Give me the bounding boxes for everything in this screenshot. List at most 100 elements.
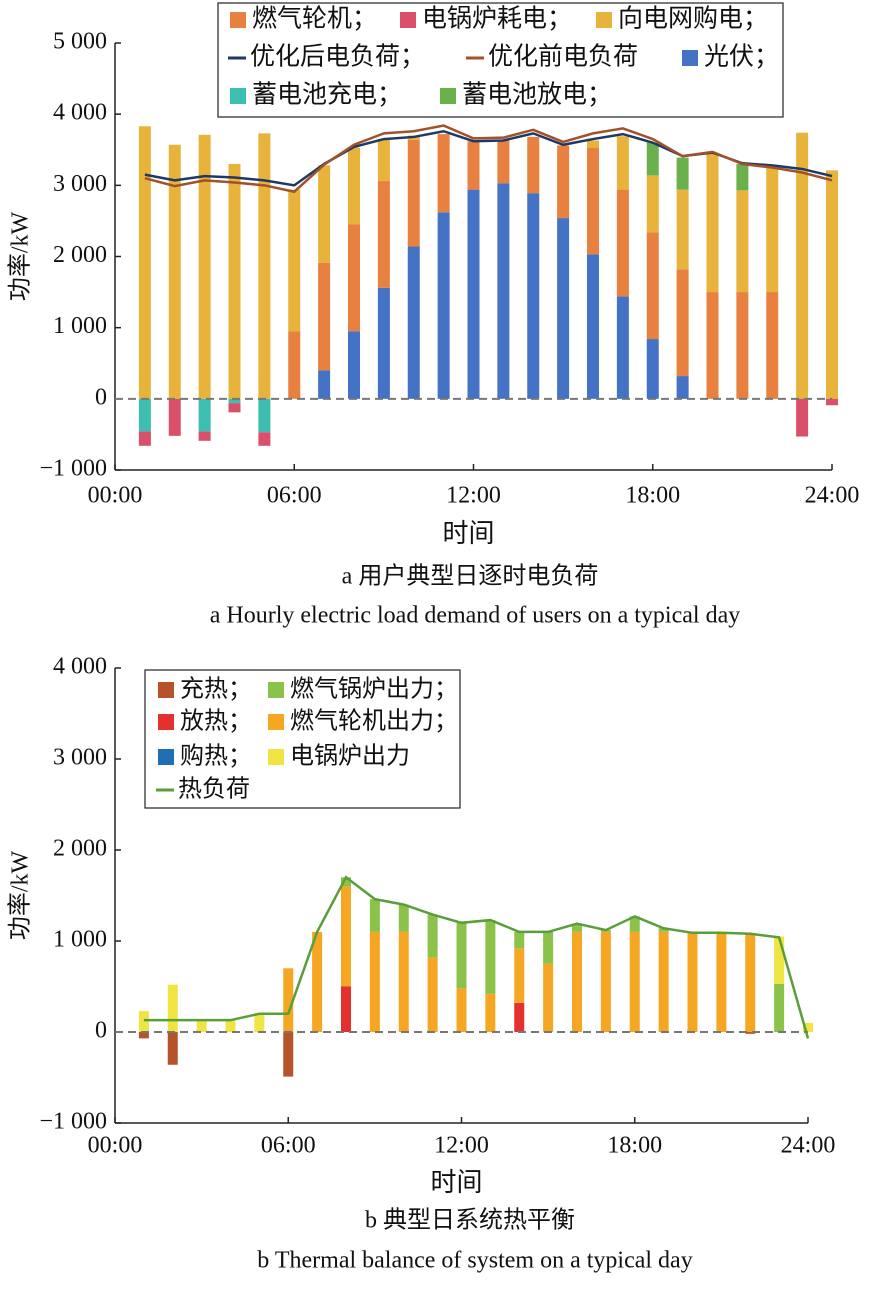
legend-label: 蓄电池充电； <box>252 81 402 109</box>
bar-segment <box>485 920 496 994</box>
bar-segment <box>557 218 570 399</box>
bar-segment <box>616 189 629 297</box>
bar-segment <box>437 134 450 213</box>
bar-segment <box>572 931 582 1032</box>
bar-segment <box>312 931 323 1032</box>
legend-label: 热负荷 <box>178 776 250 803</box>
y-tick-label: 4 000 <box>53 100 107 126</box>
bar-segment <box>803 1022 813 1032</box>
y-tick-label: 3 000 <box>53 171 107 197</box>
bar-segment <box>398 904 409 932</box>
bar-segment <box>456 988 467 1032</box>
bar-segment <box>288 331 301 399</box>
bar-segment <box>377 287 390 399</box>
x-tick-label: 12:00 <box>434 1133 489 1159</box>
bar-segment <box>427 957 438 1032</box>
bar-segment <box>766 166 779 293</box>
bar-segment <box>138 1011 149 1032</box>
legend-label: 光伏； <box>704 43 779 71</box>
bar-segment <box>676 157 689 190</box>
bar-segment <box>600 931 611 1032</box>
bar-segment <box>706 152 719 293</box>
bar-segment <box>587 254 599 399</box>
bar-segment <box>341 886 351 987</box>
legend-swatch <box>440 88 456 104</box>
bar-segment <box>258 133 271 399</box>
y-axis-title: 功率/kW <box>7 850 34 940</box>
bar-segment <box>407 139 420 247</box>
bar-segment <box>341 986 351 1032</box>
bar-segment <box>629 931 640 1032</box>
y-tick-label: −1 000 <box>39 1109 107 1135</box>
legend-swatch <box>268 682 284 698</box>
bar-segment <box>543 963 554 1032</box>
bar-segment <box>369 931 380 1032</box>
y-tick-label: 2 000 <box>53 242 107 268</box>
x-tick-label: 00:00 <box>88 483 143 509</box>
bar-segment <box>283 1032 294 1077</box>
legend-label: 放热； <box>180 708 252 735</box>
bar-segment <box>736 190 749 293</box>
bar-segment <box>467 141 480 190</box>
bar-segment <box>167 984 178 1032</box>
bar-segment <box>646 175 659 233</box>
bar-segment <box>676 376 689 399</box>
line-series <box>144 124 833 194</box>
x-tick-label: 06:00 <box>261 1133 316 1159</box>
bar-segment <box>736 292 749 399</box>
bar-segment <box>167 1032 178 1065</box>
bar-segment <box>716 932 727 1032</box>
x-tick-label: 00:00 <box>88 1133 143 1159</box>
legend-label: 购热； <box>180 743 252 770</box>
legend-label: 优化后电负荷； <box>250 43 425 71</box>
bar-segment <box>676 269 689 377</box>
legend-label: 充热； <box>180 676 252 703</box>
x-tick-label: 24:00 <box>781 1133 836 1159</box>
y-tick-label: 0 <box>95 384 107 410</box>
bar-segment <box>318 262 331 371</box>
bar-segment <box>398 931 409 1032</box>
bar-segment <box>348 147 360 225</box>
bar-segment <box>258 432 271 446</box>
bar-segment <box>427 914 438 958</box>
legend-swatch <box>230 88 246 104</box>
x-tick-label: 06:00 <box>267 483 322 509</box>
legend-swatch <box>230 12 246 28</box>
bar-segment <box>348 224 360 332</box>
x-tick-label: 18:00 <box>607 1133 662 1159</box>
bar-segment <box>687 932 698 1032</box>
legend-label: 电锅炉出力 <box>290 743 410 770</box>
bar-segment <box>557 145 570 219</box>
bar-segment <box>196 1020 207 1032</box>
bar-segment <box>283 968 294 1032</box>
x-tick-label: 18:00 <box>625 483 680 509</box>
bar-segment <box>467 189 480 399</box>
y-tick-label: 2 000 <box>53 836 107 862</box>
bar-segment <box>706 292 719 399</box>
bar-segment <box>616 296 629 399</box>
bar-segment <box>497 140 510 184</box>
bar-segment <box>288 189 301 332</box>
x-axis-title: 时间 <box>442 519 494 548</box>
bar-segment <box>514 931 525 949</box>
y-tick-label: −1 000 <box>39 456 107 482</box>
bar-segment <box>138 126 151 399</box>
bar-segment <box>527 193 540 399</box>
legend-swatch <box>268 714 284 730</box>
bar-segment <box>796 398 809 437</box>
bar-segment <box>228 163 241 399</box>
bar-segment <box>228 398 241 404</box>
caption: a 用户典型日逐时电负荷 <box>342 563 599 590</box>
bar-segment <box>437 212 450 399</box>
bar-segment <box>138 1032 149 1039</box>
legend-label: 电锅炉耗电； <box>422 5 572 33</box>
x-axis-title: 时间 <box>430 1168 482 1197</box>
bar-segment <box>318 165 331 263</box>
caption-en: b Thermal balance of system on a typical… <box>257 1248 692 1274</box>
bar-segment <box>587 140 599 148</box>
legend-swatch <box>400 12 416 28</box>
bar-segment <box>254 1012 265 1032</box>
bar-segment <box>646 142 659 176</box>
bar-segment <box>198 134 211 399</box>
